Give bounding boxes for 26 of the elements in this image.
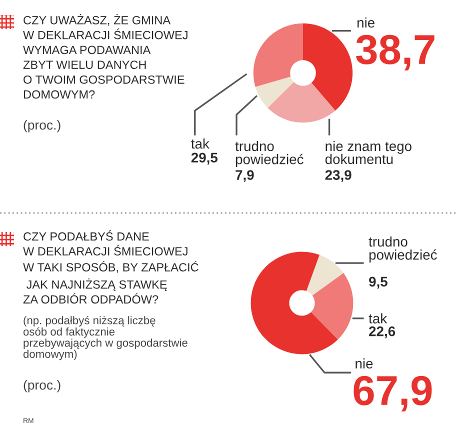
slice-label: trudno powiedzieć: [368, 236, 437, 262]
slice-label: nie znam tego dokumentu: [325, 140, 412, 164]
donut-slice: [255, 76, 294, 108]
slice-label: tak: [368, 313, 388, 324]
slice-label: nie: [357, 17, 374, 28]
data-label: 23,9: [325, 170, 352, 182]
donut-slice: [303, 23, 353, 111]
text: (np. podałbyś niższą liczbę osób od faktycznie przebywających w gospodarstwie domowym): [23, 316, 188, 360]
text: (proc.): [24, 380, 60, 392]
donut-slice: [268, 82, 336, 123]
donut-slice: [306, 254, 344, 296]
data-label: 29,5: [191, 152, 218, 165]
slice-label: nie: [356, 358, 373, 368]
slice-label: trudno powiedzieć: [235, 140, 304, 168]
slice-label: tak: [191, 138, 210, 149]
data-label: 9,5: [369, 276, 388, 289]
donut-slice: [250, 252, 338, 354]
data-label: 22,6: [369, 326, 396, 338]
donut-slice: [253, 23, 303, 87]
data-label: 38,7: [356, 34, 434, 70]
data-label: 67,9: [354, 376, 432, 412]
text: CZY PODAŁBYŚ DANE W DEKLARACJI ŚMIECIOWEJ W TAKI SPOSÓB, BY ZAPŁACIĆ JAK NAJNIŻSZĄ STAWKĘ ZA ODBIÓR ODPADÓW?: [23, 230, 198, 304]
data-label: 7,9: [236, 170, 254, 182]
text: CZY UWAŻASZ, ŻE GMINA W DEKLARACJI ŚMIECIOWEJ WYMAGA PODAWANIA ZBYT WIELU DANYCH O TWOIM GOSPODARSTWIE DOMOWYM?: [23, 14, 188, 99]
text: (proc.): [24, 120, 60, 132]
donut-slice: [310, 273, 354, 340]
